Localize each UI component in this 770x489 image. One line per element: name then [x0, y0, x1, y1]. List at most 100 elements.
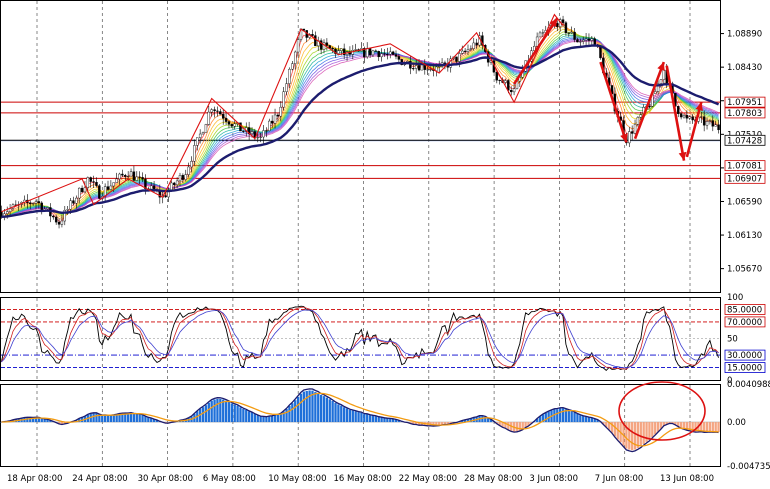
oscillator-level-box [724, 349, 766, 361]
macd-histogram-bar [705, 422, 709, 432]
price-axis-label: 1.08890 [727, 30, 762, 40]
candle-body [288, 68, 291, 84]
candle-body [262, 130, 265, 138]
time-axis-label: 3 Jun 08:00 [529, 474, 578, 484]
macd-histogram-bar [132, 413, 136, 423]
macd-histogram-bar [233, 404, 236, 423]
macd-histogram-bar [282, 411, 285, 423]
candle-body [291, 63, 294, 70]
macd-histogram-bar [250, 412, 254, 423]
macd-histogram-bar [354, 411, 357, 423]
candle-body [276, 114, 280, 117]
candle-body [178, 175, 182, 182]
macd-histogram-bar [43, 419, 46, 423]
candle-body [509, 90, 513, 93]
price-level-box [724, 172, 766, 184]
macd-histogram-bar [463, 419, 467, 423]
candle-body [126, 175, 130, 177]
candle-body [60, 220, 64, 225]
macd-histogram-bar [432, 422, 435, 426]
macd-histogram-bar [245, 409, 248, 423]
candle-body [164, 195, 167, 198]
candle-body [63, 209, 67, 222]
macd-histogram-bar [227, 402, 231, 423]
candle-body [204, 124, 208, 133]
candle-body [72, 200, 75, 204]
candle-body [77, 187, 81, 199]
macd-histogram-bar [92, 413, 95, 423]
candle-body [561, 19, 565, 23]
macd-histogram-bar [106, 415, 110, 423]
macd-histogram-bar [688, 422, 691, 431]
macd-histogram-bar [377, 416, 380, 423]
macd-histogram-bar [417, 422, 421, 426]
macd-histogram-bar [440, 422, 444, 425]
macd-histogram-bar [665, 422, 668, 425]
candle-body [325, 42, 329, 46]
macd-histogram-bar [449, 422, 452, 424]
macd-histogram-bar [296, 396, 300, 423]
macd-histogram-bar [567, 410, 570, 423]
candle-body [334, 48, 337, 54]
candle-body [711, 120, 715, 127]
candle-body [648, 105, 651, 107]
oscillator-main-line [0, 305, 720, 372]
macd-histogram-bar [443, 422, 447, 425]
candle-body [389, 51, 392, 55]
candle-body [207, 111, 211, 125]
time-axis-label: 28 May 08:00 [464, 474, 522, 484]
candle-body [219, 111, 222, 115]
macd-histogram-bar [489, 419, 493, 423]
macd-histogram-bar [559, 408, 562, 423]
time-axis-label: 7 Jun 08:00 [595, 474, 644, 484]
macd-histogram-bar [466, 419, 470, 423]
candle-body [714, 124, 717, 127]
macd-histogram-bar [590, 417, 593, 423]
macd-histogram-bar [412, 422, 415, 425]
candle-body [630, 131, 634, 134]
oscillator-axis-label: 100 [727, 293, 743, 303]
macd-histogram-bar [121, 413, 124, 423]
macd-histogram-bar [605, 422, 608, 428]
macd-histogram-bar [582, 415, 585, 423]
candle-body [340, 48, 343, 51]
candle-body [535, 36, 539, 47]
candle-body [342, 48, 346, 55]
macd-histogram-bar [415, 422, 418, 425]
macd-histogram-bar [337, 404, 340, 423]
macd-histogram-bar [438, 422, 441, 426]
macd-histogram-bar [495, 422, 498, 424]
candle-body [149, 185, 153, 190]
candle-body [34, 201, 38, 204]
candle-body [52, 215, 55, 218]
candle-body [282, 91, 285, 108]
time-axis-label: 30 Apr 08:00 [138, 474, 193, 484]
candle-body [270, 120, 274, 124]
candle-body [187, 166, 190, 175]
macd-histogram-bar [57, 422, 61, 424]
macd-histogram-bar [319, 394, 323, 423]
macd-histogram-bar [409, 422, 412, 424]
candle-body [221, 114, 225, 119]
macd-histogram-bar [538, 416, 542, 423]
macd-histogram-bar [587, 417, 591, 423]
macd-histogram-bar [311, 390, 314, 423]
price-axis-label: 1.05670 [727, 265, 762, 275]
candle-body [556, 22, 559, 27]
macd-histogram-bar [380, 417, 383, 423]
oscillator-axis-label: 50 [727, 335, 738, 345]
price-level-box [724, 96, 766, 108]
macd-histogram-bar [340, 405, 343, 423]
candle-body [293, 51, 297, 64]
candle-body [54, 216, 58, 223]
candle-body [227, 121, 231, 125]
price-level-label: 1.06907 [727, 174, 762, 184]
macd-histogram-bar [34, 417, 38, 423]
macd-histogram-bar [127, 413, 130, 423]
candle-body [181, 175, 185, 180]
macd-histogram-bar [527, 422, 530, 426]
macd-histogram-bar [584, 416, 588, 423]
macd-histogram-bar [394, 419, 398, 423]
candle-body [75, 197, 78, 204]
forecast-arrow-head [678, 151, 687, 161]
